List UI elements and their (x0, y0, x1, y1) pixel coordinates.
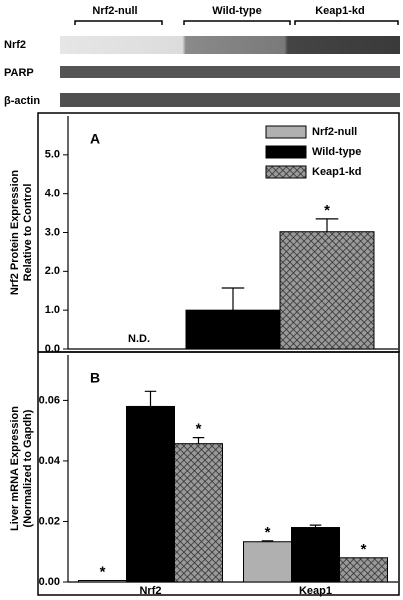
legend-label: Keap1-kd (312, 166, 362, 178)
error-bar (309, 524, 322, 528)
bar (339, 557, 388, 583)
bar (279, 231, 375, 350)
error-bar (261, 540, 274, 542)
y-axis-label: Liver mRNA Expression (9, 406, 21, 531)
x-tick-label: Nrf2 (139, 585, 161, 597)
y-tick-label: 4.0 (45, 188, 60, 200)
significance-marker: * (361, 541, 367, 558)
blot-row-label: Nrf2 (4, 39, 26, 51)
legend-swatch (265, 125, 307, 139)
blot-group-label: Nrf2-null (92, 5, 137, 17)
x-tick-label: Keap1 (299, 585, 332, 597)
bar (185, 309, 281, 350)
y-tick-label: 0.02 (39, 515, 60, 527)
y-tick-label: 0.04 (39, 455, 61, 467)
panel-frame (37, 351, 400, 596)
y-tick-label: 2.0 (45, 265, 60, 277)
y-tick-label: 0.06 (39, 394, 60, 406)
significance-marker: * (324, 202, 330, 219)
legend-label: Nrf2-null (312, 126, 357, 138)
blot-band (60, 93, 400, 107)
blot-row-label: β-actin (4, 95, 40, 107)
y-axis-label: (Normalized to Gapdh) (22, 409, 34, 527)
y-tick-label: 1.0 (45, 304, 60, 316)
y-axis-label: Relative to Control (22, 184, 34, 282)
panel-label: B (90, 370, 100, 386)
error-bar (192, 437, 205, 444)
blot-band (60, 66, 400, 78)
y-tick-label: 5.0 (45, 149, 60, 161)
y-tick-label: 3.0 (45, 226, 60, 238)
y-tick-label: 0.00 (39, 576, 60, 588)
y-axis-label: Nrf2 Protein Expression (9, 170, 21, 296)
blot-band (60, 36, 400, 54)
bar (174, 443, 223, 583)
panel-label: A (90, 131, 100, 147)
bar (78, 579, 127, 583)
y-tick-label: 0.0 (45, 343, 60, 355)
bar (126, 405, 175, 583)
error-bar (221, 287, 245, 311)
legend-swatch (265, 145, 307, 159)
legend-swatch (265, 165, 307, 179)
bar (291, 527, 340, 583)
value-label: N.D. (128, 333, 150, 345)
bar (243, 541, 292, 583)
blot-group-label: Keap1-kd (315, 5, 365, 17)
blot-bracket (74, 20, 399, 25)
western-blot: Nrf2-null Wild-type Keap1-kd Nrf2 PARP β… (4, 5, 400, 107)
blot-group-label: Wild-type (212, 5, 261, 17)
significance-marker: * (196, 421, 202, 438)
legend-label: Wild-type (312, 146, 361, 158)
blot-row-label: PARP (4, 67, 34, 79)
significance-marker: * (100, 563, 106, 580)
significance-marker: * (265, 524, 271, 541)
error-bar (315, 218, 339, 232)
error-bar (144, 390, 157, 407)
